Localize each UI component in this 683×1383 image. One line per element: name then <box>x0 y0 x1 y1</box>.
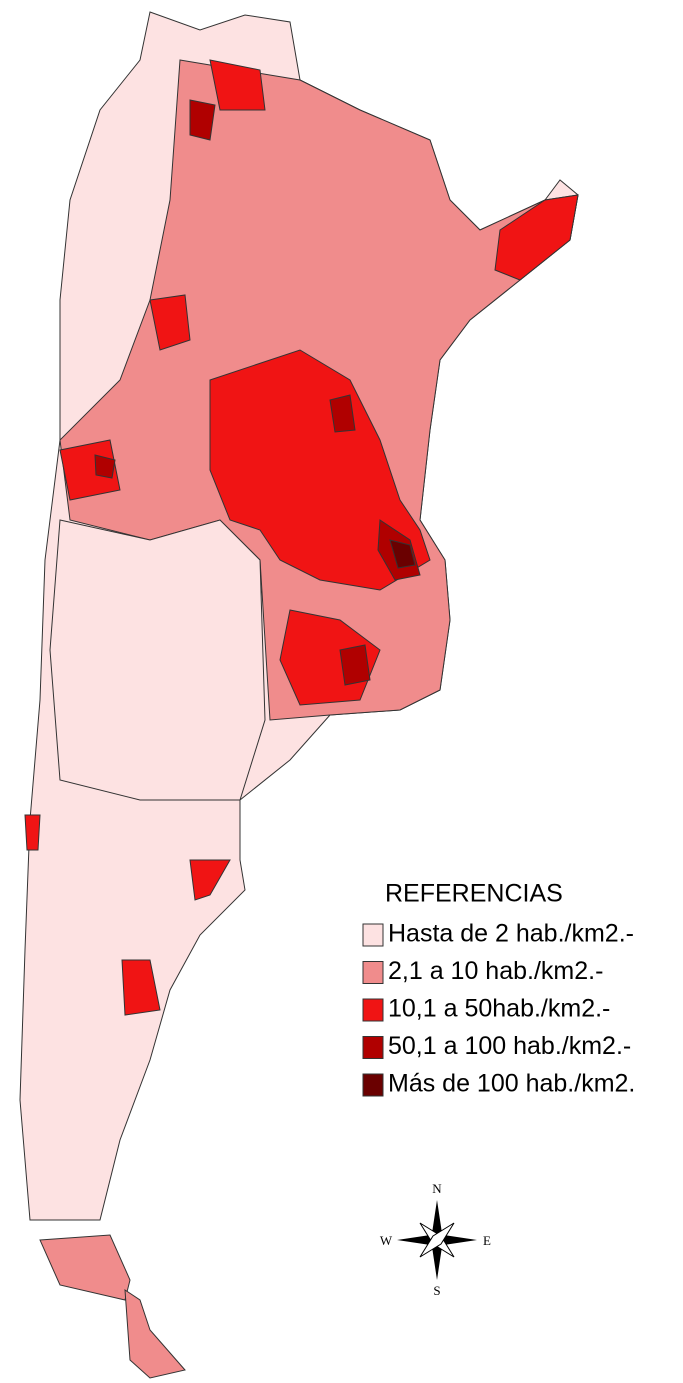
page: REFERENCIAS Hasta de 2 hab./km2.- 2,1 a 1… <box>0 0 683 1383</box>
region <box>340 645 370 685</box>
legend: Hasta de 2 hab./km2.- 2,1 a 10 hab./km2.-… <box>363 920 635 1098</box>
compass-west: W <box>380 1233 393 1248</box>
legend-swatch <box>363 962 383 984</box>
region <box>125 1290 185 1378</box>
legend-swatch <box>363 1037 383 1059</box>
region <box>40 1235 130 1300</box>
legend-label: Hasta de 2 hab./km2.- <box>388 920 634 948</box>
legend-swatch <box>363 1074 383 1096</box>
region <box>25 815 40 850</box>
compass-east: E <box>483 1233 491 1248</box>
legend-swatch <box>363 999 383 1021</box>
region <box>495 195 578 280</box>
legend-label: 2,1 a 10 hab./km2.- <box>388 957 603 985</box>
map: REFERENCIAS Hasta de 2 hab./km2.- 2,1 a 1… <box>0 0 683 1383</box>
map-regions <box>20 12 578 1378</box>
compass-north: N <box>432 1181 442 1196</box>
legend-label: Más de 100 hab./km2. <box>388 1070 635 1098</box>
compass: N S E W <box>380 1181 491 1298</box>
region <box>190 100 215 140</box>
legend-label: 50,1 a 100 hab./km2.- <box>388 1032 631 1060</box>
region <box>330 395 355 432</box>
legend-title: REFERENCIAS <box>385 880 563 908</box>
compass-south: S <box>433 1283 440 1298</box>
legend-swatch <box>363 924 383 946</box>
legend-label: 10,1 a 50hab./km2.- <box>388 995 610 1023</box>
region <box>50 520 265 800</box>
